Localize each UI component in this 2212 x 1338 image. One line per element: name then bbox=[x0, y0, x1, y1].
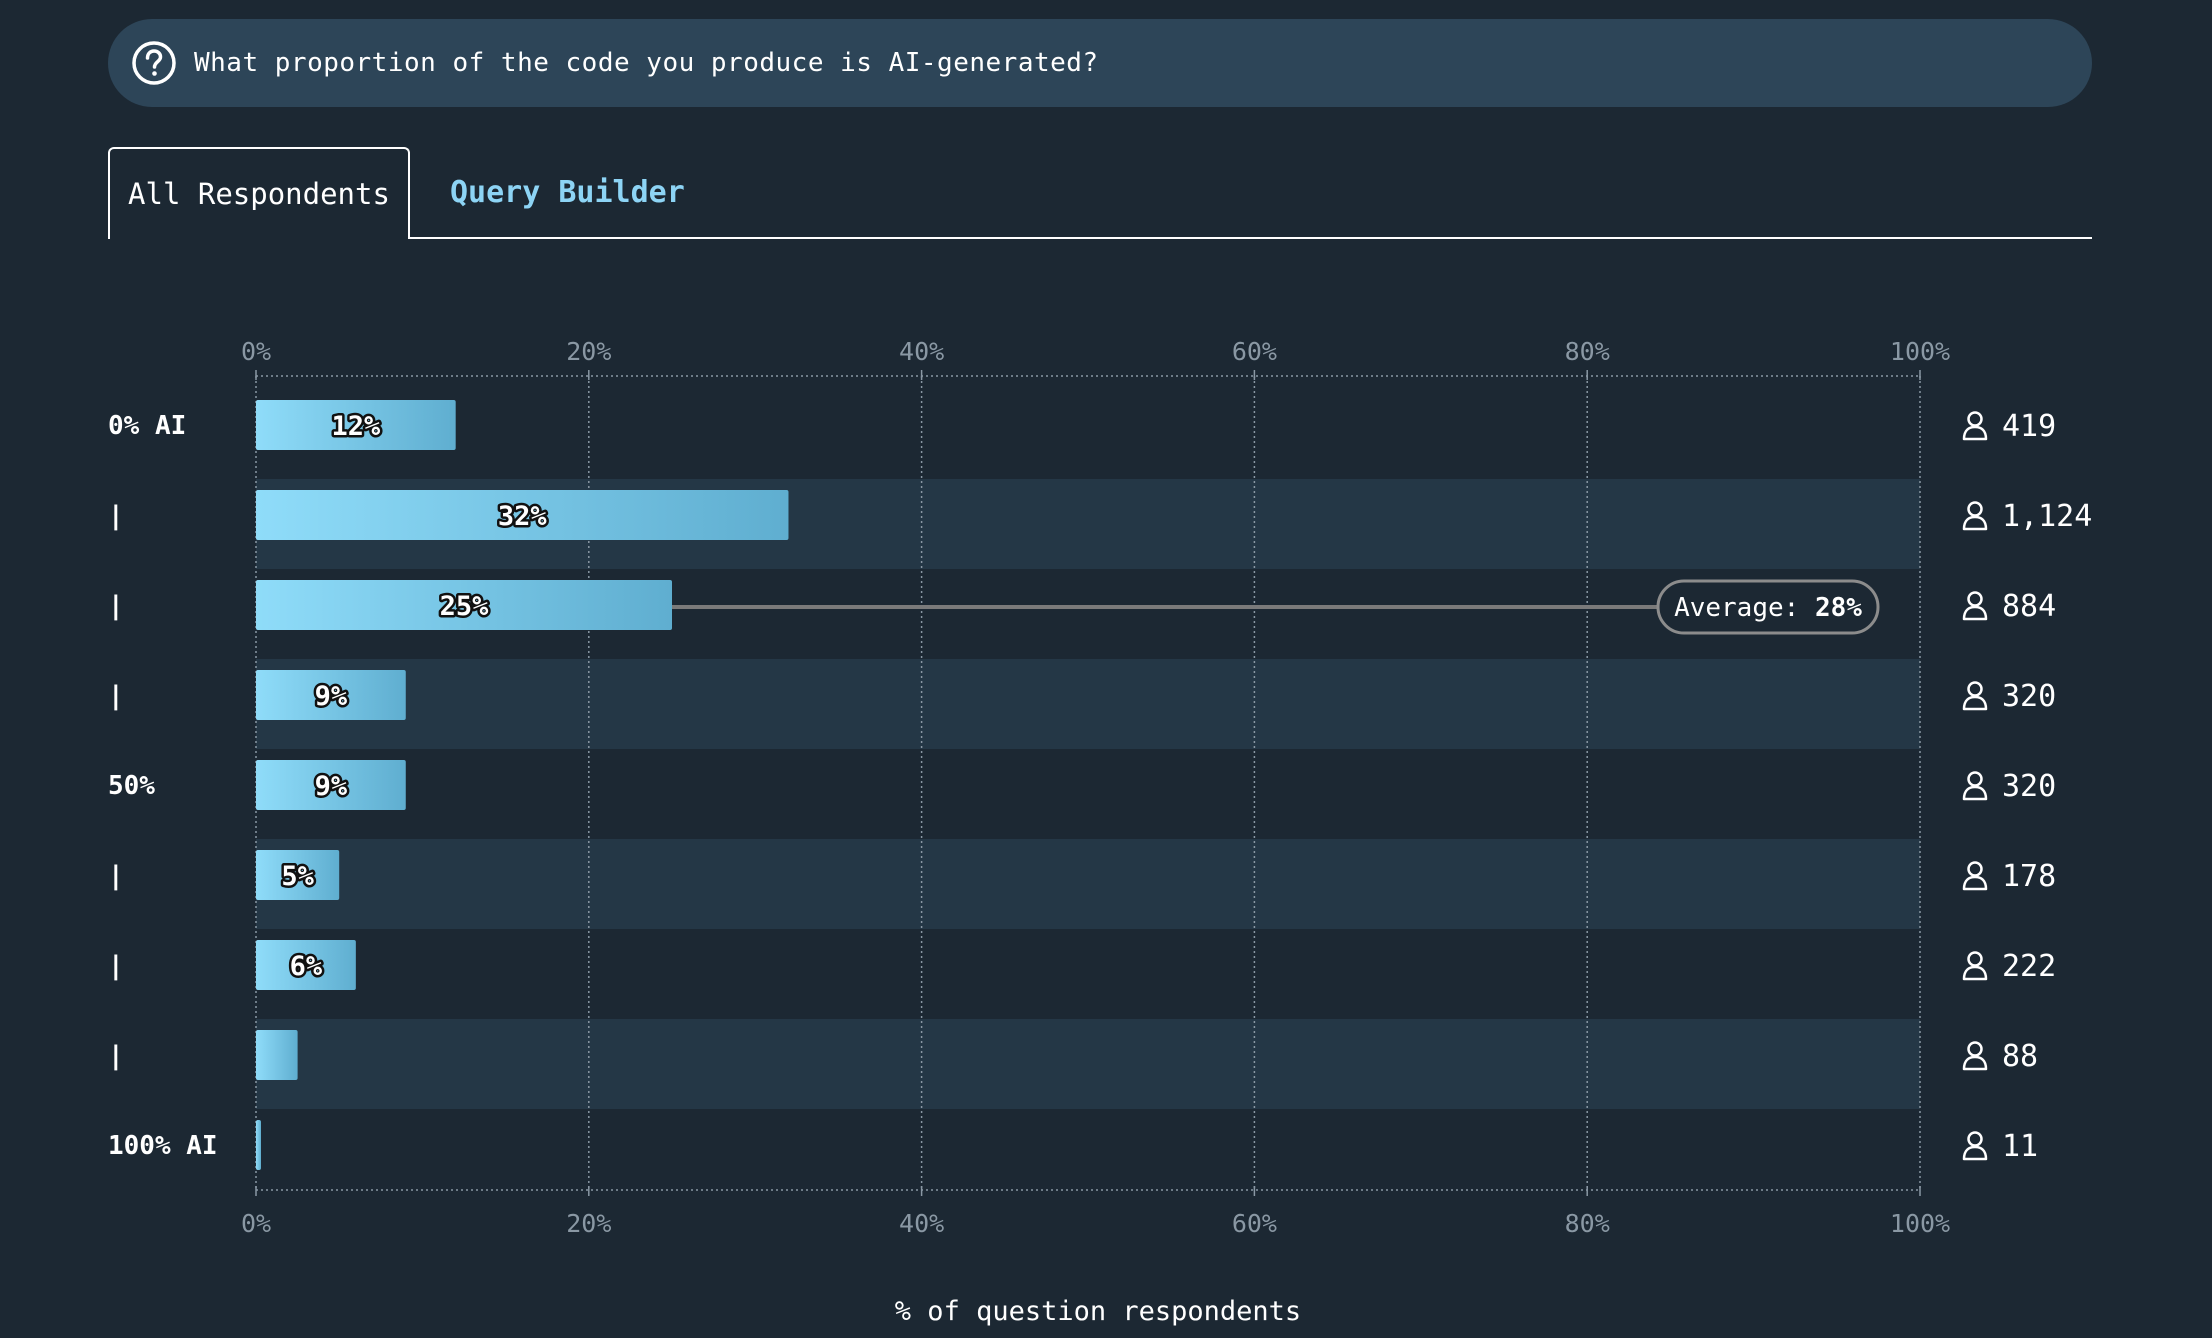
bar bbox=[256, 940, 356, 990]
x-tick-label-top: 20% bbox=[566, 337, 611, 366]
person-icon-head bbox=[1967, 771, 1983, 787]
category-label: | bbox=[108, 591, 124, 621]
question-circle-icon bbox=[130, 39, 178, 87]
bars: 12% 32% 25% 9% 9% 5% 6% bbox=[256, 400, 789, 1170]
respondent-count: 11 bbox=[2002, 1129, 2038, 1164]
person-icon bbox=[1962, 501, 1988, 531]
x-tick-label-bottom: 80% bbox=[1565, 1209, 1610, 1238]
bar-value-label: 6% bbox=[290, 951, 323, 982]
respondent-count: 88 bbox=[2002, 1039, 2038, 1074]
row-stripe bbox=[256, 1019, 1920, 1109]
row-stripe bbox=[256, 839, 1920, 929]
person-icon-head bbox=[1967, 411, 1983, 427]
category-label: | bbox=[108, 681, 124, 711]
bar-value-label: 32% bbox=[498, 501, 548, 532]
respondent-count: 320 bbox=[2002, 679, 2056, 714]
respondent-count: 1,124 bbox=[2002, 499, 2092, 534]
question-bar: What proportion of the code you produce … bbox=[108, 19, 2092, 107]
bar-value-label: 9% bbox=[315, 771, 348, 802]
x-tick-label-bottom: 100% bbox=[1890, 1209, 1950, 1238]
person-icon-body bbox=[1962, 785, 1988, 801]
average-marker: Average: 28% bbox=[672, 579, 1880, 635]
x-tick-label-top: 80% bbox=[1565, 337, 1610, 366]
x-tick-label-top: 40% bbox=[899, 337, 944, 366]
bar-value-label: 25% bbox=[440, 591, 490, 622]
tab-all-respondents[interactable]: All Respondents bbox=[108, 147, 410, 239]
bar bbox=[256, 1030, 298, 1080]
category-label: 50% bbox=[108, 771, 155, 801]
person-icon-body bbox=[1962, 425, 1988, 441]
bar bbox=[256, 850, 340, 900]
bar bbox=[256, 580, 672, 630]
category-label: | bbox=[108, 951, 124, 981]
x-axis-title: % of question respondents bbox=[894, 1296, 1302, 1327]
row-stripe bbox=[256, 659, 1920, 749]
category-labels: 0% AI | | | 50% | | | 100% AI bbox=[108, 411, 218, 1161]
x-tick-label-top: 60% bbox=[1232, 337, 1277, 366]
x-tick-label-top: 100% bbox=[1890, 337, 1950, 366]
person-icon bbox=[1962, 411, 1988, 441]
tab-bar: All Respondents Query Builder bbox=[108, 147, 2092, 239]
average-prefix: Average: bbox=[1674, 593, 1815, 623]
x-tick-label-top: 0% bbox=[241, 337, 271, 366]
tab-query-builder[interactable]: Query Builder bbox=[450, 174, 685, 210]
person-icon bbox=[1962, 951, 1988, 981]
respondent-count: 419 bbox=[2002, 409, 2056, 444]
category-label: 100% AI bbox=[108, 1131, 218, 1161]
x-tick-label-bottom: 60% bbox=[1232, 1209, 1277, 1238]
person-icon-body bbox=[1962, 695, 1988, 711]
person-icon bbox=[1962, 681, 1988, 711]
x-axis-top: 0% 20% 40% 60% 80% 100% bbox=[241, 337, 1950, 366]
bar bbox=[256, 760, 406, 810]
bar-value-label: 5% bbox=[281, 861, 314, 892]
respondent-counts: 419 1,124 884 320 320 178 222 88 11 bbox=[1962, 409, 2092, 1164]
category-label: | bbox=[108, 1041, 124, 1071]
bar bbox=[256, 670, 406, 720]
bar bbox=[256, 490, 789, 540]
person-icon-body bbox=[1962, 1145, 1988, 1161]
average-label: Average: 28% bbox=[1674, 593, 1862, 623]
respondent-count: 178 bbox=[2002, 859, 2056, 894]
category-label: 0% AI bbox=[108, 411, 186, 441]
person-icon bbox=[1962, 1131, 1988, 1161]
person-icon-head bbox=[1967, 951, 1983, 967]
x-tick-label-bottom: 40% bbox=[899, 1209, 944, 1238]
person-icon bbox=[1962, 771, 1988, 801]
bar bbox=[256, 1120, 261, 1170]
bar-value-label: 9% bbox=[315, 681, 348, 712]
question-text: What proportion of the code you produce … bbox=[194, 48, 1099, 78]
person-icon-head bbox=[1967, 1131, 1983, 1147]
person-icon bbox=[1962, 1041, 1988, 1071]
x-tick-label-bottom: 0% bbox=[241, 1209, 271, 1238]
person-icon-head bbox=[1967, 501, 1983, 517]
bar-value-label: 12% bbox=[331, 411, 381, 442]
person-icon bbox=[1962, 861, 1988, 891]
respondent-count: 884 bbox=[2002, 589, 2056, 624]
person-icon-head bbox=[1967, 681, 1983, 697]
person-icon bbox=[1962, 591, 1988, 621]
x-axis-bottom: 0% 20% 40% 60% 80% 100% bbox=[241, 1209, 1950, 1238]
person-icon-body bbox=[1962, 515, 1988, 531]
person-icon-body bbox=[1962, 1055, 1988, 1071]
respondent-count: 320 bbox=[2002, 769, 2056, 804]
person-icon-body bbox=[1962, 605, 1988, 621]
respondent-count: 222 bbox=[2002, 949, 2056, 984]
average-pill bbox=[1656, 579, 1880, 635]
person-icon-body bbox=[1962, 965, 1988, 981]
person-icon-head bbox=[1967, 861, 1983, 877]
average-value: 28% bbox=[1815, 593, 1862, 623]
row-stripes bbox=[256, 479, 1920, 1109]
category-label: | bbox=[108, 861, 124, 891]
category-label: | bbox=[108, 501, 124, 531]
person-icon-head bbox=[1967, 591, 1983, 607]
person-icon-head bbox=[1967, 1041, 1983, 1057]
bar bbox=[256, 400, 456, 450]
x-tick-label-bottom: 20% bbox=[566, 1209, 611, 1238]
person-icon-body bbox=[1962, 875, 1988, 891]
